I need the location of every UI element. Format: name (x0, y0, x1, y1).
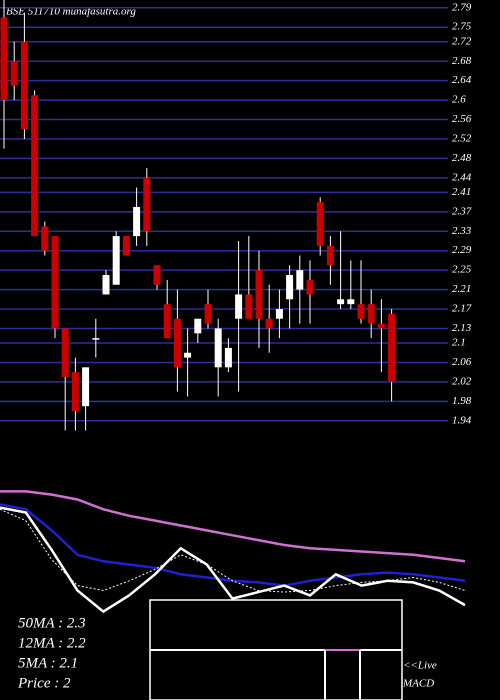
candle-body (204, 304, 212, 324)
y-tick-label: 2.13 (452, 322, 472, 334)
candle-body (92, 338, 100, 340)
y-tick-label: 2.41 (452, 186, 471, 198)
candle-body (102, 275, 110, 295)
macd-label: <<Live (403, 660, 437, 672)
candle-body (153, 265, 161, 285)
y-tick-label: 2.48 (452, 152, 472, 164)
y-tick-label: 2.33 (452, 225, 472, 237)
candle-body (235, 294, 243, 319)
candle-body (82, 367, 90, 407)
y-tick-label: 2.29 (452, 244, 472, 256)
y-tick-label: 2.44 (452, 171, 472, 183)
y-tick-label: 2.56 (452, 113, 472, 125)
candle-body (71, 372, 79, 412)
y-tick-label: 2.79 (452, 1, 472, 13)
candle-body (388, 313, 396, 382)
candle-body (194, 318, 202, 334)
y-tick-label: 2.21 (452, 283, 471, 295)
y-tick-label: 2.68 (452, 55, 472, 67)
legend-entry: 5MA : 2.1 (18, 655, 78, 671)
legend-entry: 50MA : 2.3 (18, 615, 86, 631)
candle-body (214, 328, 222, 368)
candle-body (316, 202, 324, 246)
candle-body (133, 206, 141, 237)
candle-body (10, 61, 18, 86)
candle-body (20, 41, 28, 130)
indicator-line (0, 490, 466, 563)
candle-body (245, 294, 253, 319)
y-tick-label: 2.75 (452, 21, 472, 33)
candle-body (41, 226, 49, 251)
candle-body (265, 318, 273, 329)
candle-body (275, 309, 283, 319)
legend-entry: Price : 2 (17, 675, 71, 691)
candle-body (377, 323, 385, 329)
y-tick-label: 2.17 (452, 303, 472, 315)
candle-body (143, 177, 151, 232)
candle-body (0, 17, 8, 101)
candle-body (296, 270, 304, 290)
y-tick-label: 2.6 (452, 94, 466, 106)
candle-body (367, 304, 375, 324)
y-tick-label: 2.72 (452, 35, 472, 47)
candle-body (163, 304, 171, 339)
y-tick-label: 2.64 (452, 74, 472, 86)
candle-body (51, 236, 59, 329)
indicator-line (0, 508, 466, 593)
legend-entry: 12MA : 2.2 (18, 635, 86, 651)
y-tick-label: 1.98 (452, 395, 472, 407)
candle-body (184, 352, 192, 358)
y-tick-label: 2.25 (452, 264, 472, 276)
candle-body (337, 299, 345, 305)
y-tick-label: 2.52 (452, 132, 472, 144)
y-tick-label: 2.37 (452, 205, 472, 217)
chart-title: BSE 511710 munafasutra.org (6, 6, 136, 18)
macd-label: MACD (402, 678, 434, 690)
indicator-line (0, 506, 466, 614)
candle-body (31, 95, 39, 237)
candle-body (61, 328, 69, 378)
candle-body (255, 270, 263, 319)
candle-body (306, 279, 314, 295)
candle-body (286, 275, 294, 300)
candle-body (347, 299, 355, 305)
candle-body (112, 236, 120, 285)
y-tick-label: 2.02 (452, 375, 472, 387)
candle-body (326, 245, 334, 266)
candle-body (357, 304, 365, 319)
y-tick-label: 2.1 (452, 337, 466, 349)
y-tick-label: 2.06 (452, 356, 472, 368)
candle-body (122, 236, 130, 256)
candle-body (224, 347, 232, 368)
y-tick-label: 1.94 (452, 414, 472, 426)
candle-body (173, 318, 181, 368)
